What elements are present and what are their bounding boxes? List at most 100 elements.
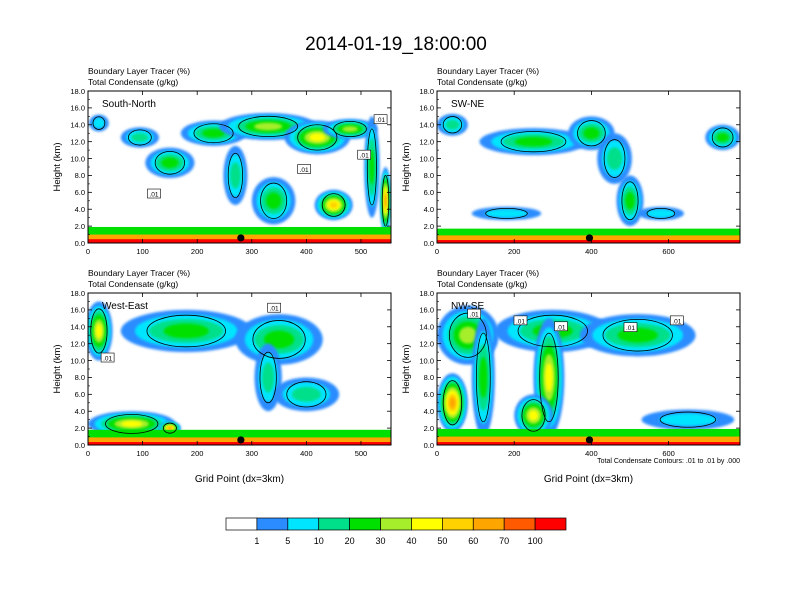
colorbar: 1 5 10 20 30 40 50 60 70 100: [225, 517, 567, 546]
cloud-blob-2-level-20: [514, 136, 553, 147]
main-title: 2014-01-19_18:00:00: [305, 34, 487, 55]
colorbar-swatch-3: [287, 517, 320, 531]
y-tick-label: 16.0: [419, 104, 434, 113]
contour-label: .01: [376, 117, 385, 124]
x-tick-label: 600: [662, 247, 675, 256]
condensate-contour-1: [442, 116, 463, 134]
y-tick-label: 18.0: [70, 289, 85, 298]
cloud-blob-7-level-60: [167, 426, 172, 430]
contour-label-box: [670, 315, 684, 326]
boundary-layer-3: [88, 442, 391, 445]
x-axis-label: Grid Point (dx=3km): [195, 474, 284, 485]
y-tick-label: 6.0: [75, 390, 85, 399]
x-tick-label: 300: [246, 449, 259, 458]
x-tick-label: 200: [191, 247, 204, 256]
y-tick-label: 4.0: [75, 407, 85, 416]
colorbar-label: 5: [285, 536, 290, 546]
colorbar-label: 100: [528, 536, 543, 546]
condensate-contour-6: [105, 413, 159, 434]
colorbar-label: 40: [406, 536, 416, 546]
cloud-blob-6-level-60: [449, 397, 456, 409]
cloud-blob-3-level-20: [263, 330, 295, 349]
panel-label: NW-SE: [451, 301, 484, 312]
colorbar-label: 20: [345, 536, 355, 546]
x-tick-label: 400: [300, 449, 313, 458]
y-tick-label: 12.0: [70, 339, 85, 348]
y-tick-label: 18.0: [419, 289, 434, 298]
colorbar-swatch-5: [349, 517, 381, 531]
field: [437, 305, 740, 445]
x-tick-label: 100: [136, 449, 149, 458]
y-tick-label: 6.0: [424, 390, 434, 399]
colorbar-swatch-9: [472, 517, 505, 531]
condensate-contour-6: [485, 207, 528, 219]
contour-label: .01: [149, 192, 158, 199]
cloud-blob-3-level-20: [583, 127, 600, 140]
x-tick-label: 200: [508, 449, 521, 458]
condensate-contour-4: [475, 332, 491, 423]
x-tick-label: 400: [300, 247, 313, 256]
left-string-condensate: Total Condensate (g/kg): [88, 279, 178, 289]
y-tick-label: 6.0: [75, 188, 85, 197]
contour-label-box: [513, 315, 528, 326]
condensate-contour-5: [238, 115, 299, 138]
contour-label-box: [373, 114, 388, 125]
condensate-contour-8: [711, 127, 734, 148]
x-tick-label: 400: [585, 247, 598, 256]
condensate-contour-9: [260, 182, 288, 219]
cloud-blob-5-level-10: [291, 386, 321, 402]
cloud-blob-4-level-10: [262, 362, 275, 393]
y-axis-label: Height (km): [52, 344, 63, 393]
y-axis-label: Height (km): [52, 142, 63, 191]
location-marker: [237, 234, 245, 242]
contour-label: .01: [270, 306, 279, 313]
y-tick-label: 16.0: [419, 306, 434, 315]
y-tick-label: 18.0: [419, 87, 434, 96]
left-string-condensate: Total Condensate (g/kg): [437, 77, 527, 87]
panel-2: 0.0 2.0 4.0 6.0 8.0 10.0 12.0 14.0 16.0 18.0 0 200 4…: [401, 66, 741, 256]
x-tick-label: 500: [355, 449, 368, 458]
panel-label: South-North: [102, 99, 156, 110]
condensate-contour-7: [333, 121, 367, 138]
colorbar-swatch-4: [318, 517, 350, 531]
left-string-tracer: Boundary Layer Tracer (%): [437, 66, 539, 76]
cloud-blob-4-level-20: [202, 128, 225, 138]
condensate-contour-4: [193, 123, 234, 144]
y-tick-label: 14.0: [70, 323, 85, 332]
contour-label-box: [467, 308, 481, 319]
y-tick-label: 2.0: [424, 222, 434, 231]
condensate-contour-5: [286, 381, 327, 408]
panel-label: SW-NE: [451, 99, 484, 110]
cloud-blob-1-level-5: [92, 117, 105, 129]
condensate-contour-2: [500, 131, 567, 153]
colorbar-label: 50: [437, 536, 447, 546]
y-tick-label: 12.0: [419, 137, 434, 146]
cloud-blob-3-level-20: [617, 327, 658, 343]
y-tick-label: 14.0: [419, 121, 434, 130]
colorbar-swatch-10: [503, 517, 536, 531]
y-tick-label: 8.0: [75, 171, 85, 180]
cloud-blob-2-level-20: [163, 323, 210, 339]
colorbar-swatch-1: [225, 517, 258, 531]
contour-label: .01: [360, 153, 369, 160]
y-tick-label: 8.0: [75, 373, 85, 382]
x-tick-label: 500: [355, 247, 368, 256]
field: [437, 113, 740, 243]
condensate-contour-4: [259, 351, 277, 404]
condensate-contour-3: [252, 320, 306, 359]
contour-label: .01: [103, 356, 112, 363]
cloud-blob-8-level-20: [716, 133, 729, 142]
cloud-blob-8-level-40: [528, 410, 539, 421]
contour-label-box: [357, 149, 372, 160]
colorbar-swatch-6: [380, 517, 412, 531]
contour-label: .01: [516, 318, 525, 325]
condensate-contour-11: [366, 128, 377, 206]
boundary-layer-3: [437, 442, 740, 445]
condensate-contour-3: [154, 150, 186, 175]
condensate-contour-3: [577, 120, 606, 147]
y-axis-label: Height (km): [401, 142, 412, 191]
contour-label-box: [554, 321, 568, 332]
condensate-contour-8: [521, 399, 546, 432]
colorbar-label: 10: [314, 536, 324, 546]
location-marker: [585, 436, 594, 444]
